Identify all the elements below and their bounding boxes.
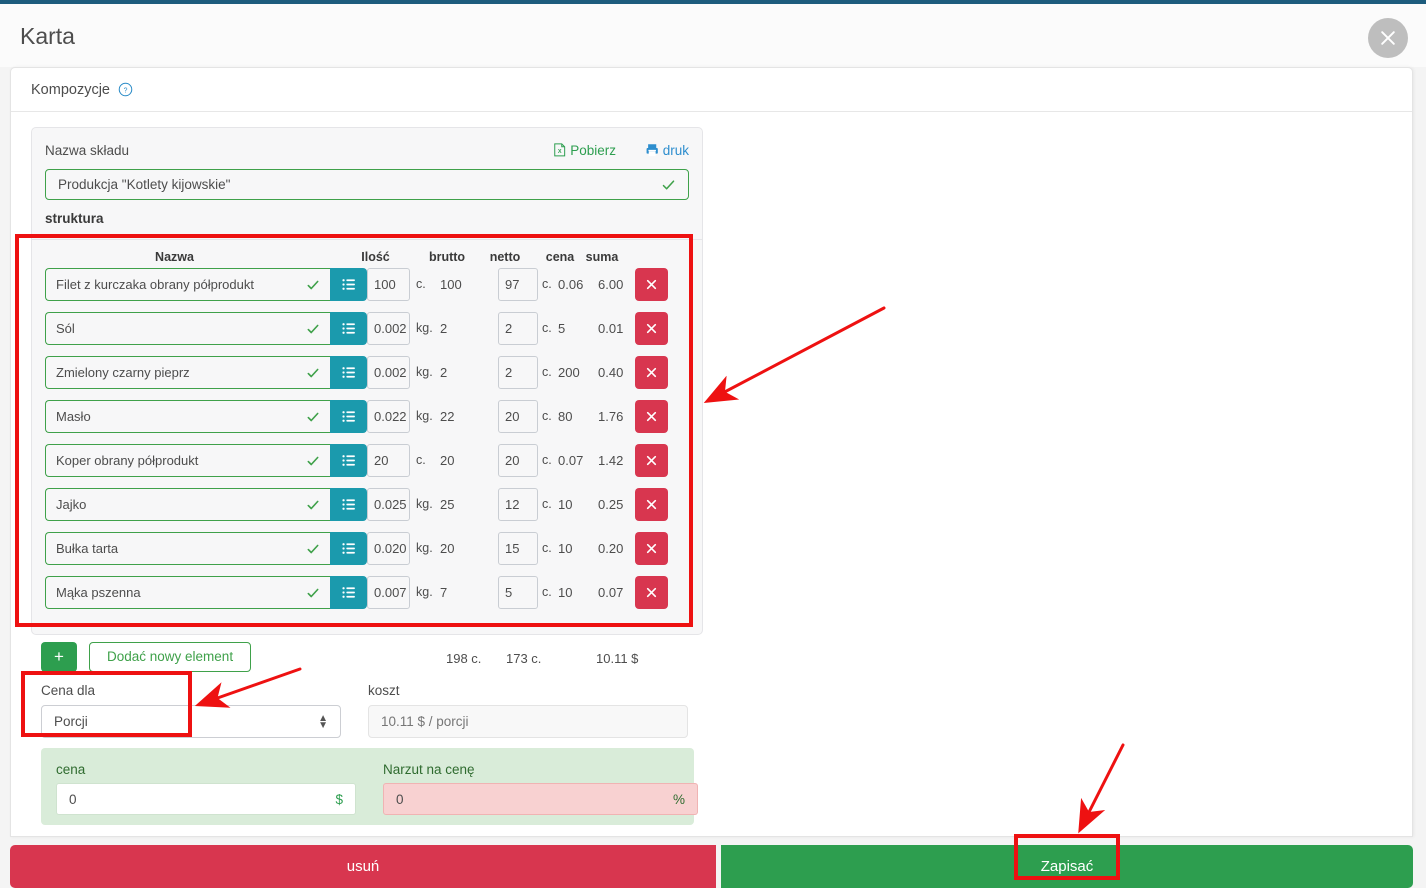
svg-text:X: X [558, 149, 562, 155]
svg-text:?: ? [124, 88, 128, 95]
